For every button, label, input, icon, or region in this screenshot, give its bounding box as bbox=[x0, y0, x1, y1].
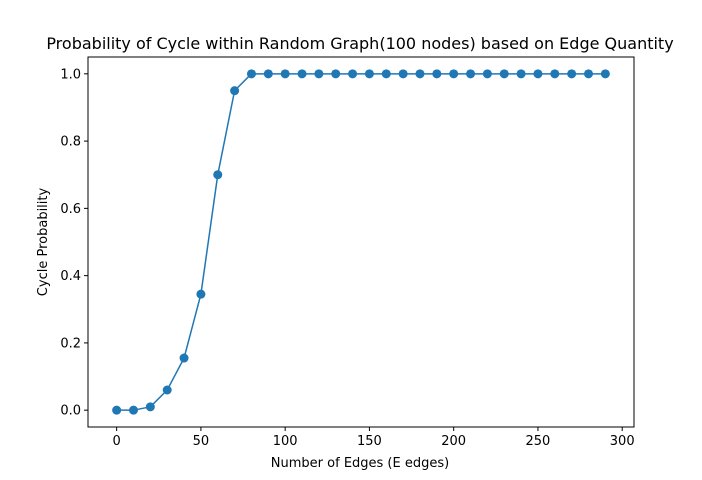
data-point bbox=[533, 69, 543, 79]
data-point bbox=[482, 69, 492, 79]
y-tick-label: 0.6 bbox=[60, 202, 81, 217]
data-point bbox=[432, 69, 442, 79]
data-point bbox=[230, 86, 240, 96]
y-tick-label: 0.4 bbox=[60, 269, 81, 284]
data-point bbox=[112, 405, 122, 415]
data-point bbox=[415, 69, 425, 79]
y-axis-ticks: 0.0 0.2 0.4 0.6 0.8 1.0 bbox=[60, 67, 88, 419]
chart-title: Probability of Cycle within Random Graph… bbox=[46, 34, 673, 53]
data-point bbox=[449, 69, 459, 79]
data-point bbox=[280, 69, 290, 79]
y-tick-label: 0.2 bbox=[60, 336, 81, 351]
data-point bbox=[196, 289, 206, 299]
x-tick-label: 250 bbox=[526, 434, 551, 449]
series-layer bbox=[112, 69, 610, 415]
x-tick-label: 150 bbox=[357, 434, 382, 449]
data-point bbox=[213, 170, 223, 180]
x-tick-label: 50 bbox=[193, 434, 210, 449]
data-point bbox=[162, 385, 172, 395]
data-point bbox=[145, 402, 155, 412]
data-point bbox=[297, 69, 307, 79]
data-point bbox=[550, 69, 560, 79]
data-point bbox=[364, 69, 374, 79]
data-point bbox=[516, 69, 526, 79]
data-point bbox=[499, 69, 509, 79]
data-point bbox=[600, 69, 610, 79]
series-line bbox=[116, 73, 606, 411]
data-point bbox=[398, 69, 408, 79]
data-point bbox=[263, 69, 273, 79]
x-tick-label: 200 bbox=[441, 434, 466, 449]
x-axis-label: Number of Edges (E edges) bbox=[271, 456, 449, 471]
data-point bbox=[331, 69, 341, 79]
y-tick-label: 0.8 bbox=[60, 135, 81, 150]
y-tick-label: 0.0 bbox=[60, 404, 81, 419]
data-point bbox=[314, 69, 324, 79]
y-axis-label: Cycle Probability bbox=[36, 188, 51, 297]
x-axis-ticks: 0 50 100 150 200 250 300 bbox=[113, 427, 635, 449]
data-point bbox=[567, 69, 577, 79]
data-point bbox=[348, 69, 358, 79]
data-point bbox=[584, 69, 593, 79]
y-tick-label: 1.0 bbox=[60, 67, 81, 82]
data-point bbox=[466, 69, 476, 79]
data-point bbox=[129, 405, 138, 415]
plot-area-frame bbox=[87, 56, 635, 428]
x-tick-label: 300 bbox=[610, 434, 635, 449]
data-point bbox=[179, 353, 189, 363]
data-point bbox=[246, 69, 256, 79]
x-tick-label: 100 bbox=[273, 434, 298, 449]
x-tick-label: 0 bbox=[113, 434, 121, 449]
data-point bbox=[381, 69, 391, 79]
